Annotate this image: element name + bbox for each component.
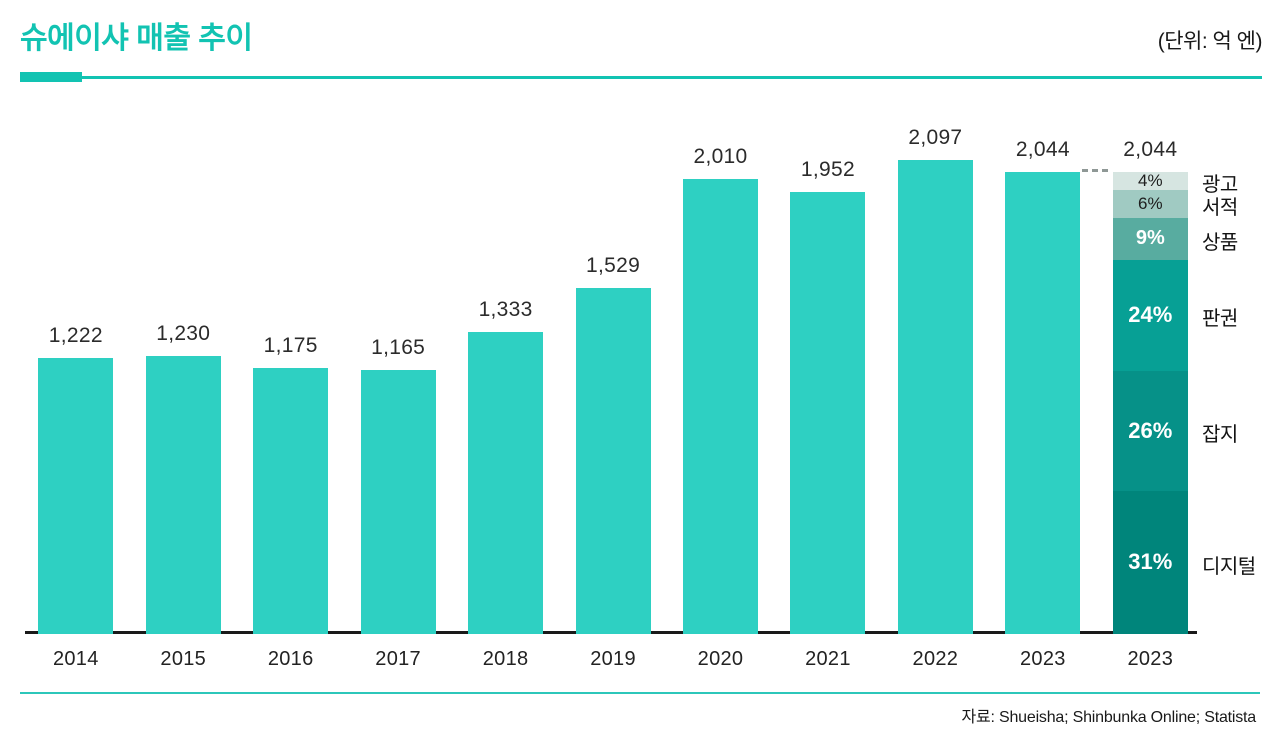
value-label-2015: 1,230 — [156, 322, 211, 345]
x-tick-label-2023-stacked: 2023 — [1127, 648, 1174, 670]
bar-2018 — [468, 332, 544, 634]
source-text: 자료: Shueisha; Shinbunka Online; Statista — [961, 709, 1256, 726]
x-tick-label-2018: 2018 — [482, 648, 529, 670]
value-label-2020: 2,010 — [693, 145, 748, 168]
value-label-2021: 1,952 — [800, 158, 855, 181]
x-tick-label-2021: 2021 — [805, 648, 851, 670]
segment-pct-label: 31% — [1128, 549, 1173, 575]
x-tick-label-2017: 2017 — [375, 648, 421, 670]
title-underline-accent — [20, 72, 82, 82]
segment-pct-label: 6% — [1138, 194, 1163, 214]
bar-2019 — [575, 288, 651, 634]
value-label-2019: 1,529 — [586, 254, 641, 277]
value-label-2023: 2,044 — [1015, 138, 1070, 161]
title-underline — [20, 76, 1262, 79]
bar-2014 — [38, 358, 114, 634]
segment-pct-label: 4% — [1138, 171, 1163, 191]
segment-pct-label: 9% — [1135, 227, 1165, 250]
x-tick-label-2020: 2020 — [697, 648, 744, 670]
unit-label: (단위: 억 엔) — [1157, 30, 1263, 53]
segment-side-label-광고: 광고 — [1202, 174, 1238, 197]
segment-side-label-잡지: 잡지 — [1202, 423, 1238, 446]
segment-pct-label: 26% — [1128, 417, 1173, 443]
segment-디지털: 31% — [1112, 490, 1188, 635]
page-title: 슈에이샤 매출 추이 — [20, 22, 253, 55]
value-label-2022: 2,097 — [908, 126, 963, 149]
value-label-2016: 1,175 — [263, 334, 318, 357]
segment-side-label-상품: 상품 — [1202, 232, 1238, 255]
value-label-2023-stacked: 2,044 — [1123, 138, 1178, 161]
x-tick-label-2022: 2022 — [912, 648, 959, 670]
bar-2016 — [253, 368, 329, 634]
bar-2023 — [1005, 172, 1081, 634]
segment-판권: 24% — [1112, 259, 1188, 371]
connector-dashes — [1082, 169, 1108, 172]
segment-서적: 6% — [1112, 190, 1188, 219]
segment-pct-label: 24% — [1128, 302, 1173, 328]
x-tick-label-2015: 2015 — [160, 648, 207, 670]
segment-side-label-서적: 서적 — [1202, 197, 1238, 220]
value-label-2018: 1,333 — [478, 298, 533, 321]
value-label-2014: 1,222 — [48, 324, 103, 347]
segment-side-label-디지털: 디지털 — [1202, 555, 1256, 578]
x-tick-label-2023: 2023 — [1019, 648, 1066, 670]
segment-side-label-판권: 판권 — [1202, 308, 1238, 331]
bar-2017 — [360, 370, 436, 634]
segment-잡지: 26% — [1112, 370, 1188, 491]
x-tick-label-2019: 2019 — [590, 648, 636, 670]
footer-divider — [20, 692, 1260, 694]
value-label-2017: 1,165 — [371, 336, 426, 359]
segment-상품: 9% — [1112, 218, 1188, 260]
stacked-bar-2023: 4% 6% 9% 24% 26% 31% — [1112, 171, 1188, 635]
bar-2022 — [897, 160, 973, 634]
bar-2021 — [790, 192, 866, 634]
bar-2015 — [145, 356, 221, 634]
bar-2020 — [683, 179, 758, 634]
segment-광고: 4% — [1112, 171, 1188, 191]
x-tick-label-2016: 2016 — [267, 648, 314, 670]
x-tick-label-2014: 2014 — [52, 648, 99, 670]
